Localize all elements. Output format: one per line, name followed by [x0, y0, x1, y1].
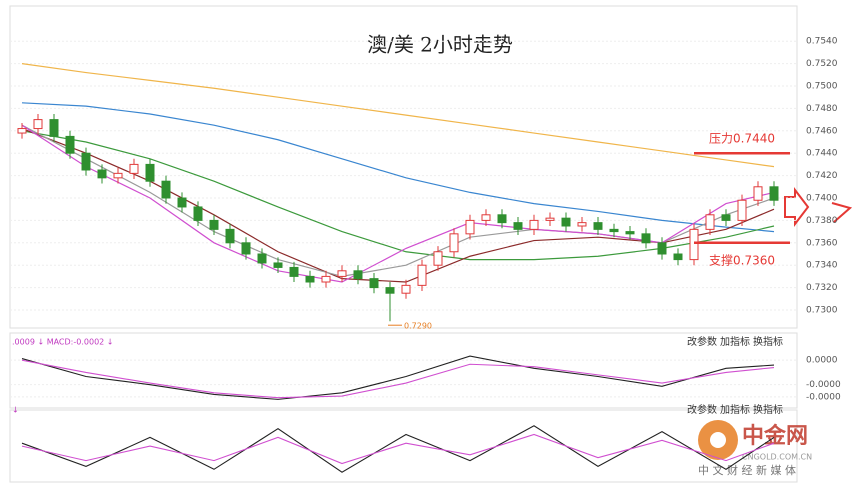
candle-body [625, 231, 635, 235]
candle-body [465, 219, 475, 235]
candle-body [209, 219, 219, 230]
candle-body [753, 186, 763, 201]
candle-body [145, 163, 155, 182]
candle-body [721, 214, 731, 221]
candle-body [273, 262, 283, 268]
candle-body [401, 284, 411, 294]
y-tick-label: 0.7300 [806, 306, 838, 316]
ma-line [21, 124, 775, 283]
candle-body [641, 233, 651, 244]
indicator-button[interactable]: 换指标 [753, 335, 783, 348]
y-tick-label: 0.7480 [806, 104, 838, 114]
low-label: 0.7290 [404, 322, 432, 331]
arrow-icon [784, 187, 810, 227]
ma-line [21, 128, 775, 283]
indicator-line [21, 355, 775, 400]
candle-body [257, 253, 267, 264]
candle-body [737, 199, 747, 221]
resistance-label: 压力0.7440 [709, 132, 775, 146]
y-tick-label: 0.7500 [806, 82, 838, 92]
candle-body [481, 214, 491, 221]
ma-line [21, 102, 775, 233]
candle-body [241, 242, 251, 255]
ma-line [21, 130, 775, 261]
candle-body [49, 119, 59, 137]
candle-body [305, 275, 315, 283]
y-tick-label: 0.7320 [806, 283, 838, 293]
indicator-button[interactable]: 改参数 [687, 403, 717, 416]
candle-body [353, 270, 363, 280]
candle-body [17, 128, 27, 134]
kdj-frame [9, 409, 798, 483]
y-tick-label: -0.0000 [806, 380, 841, 390]
candle-body [321, 275, 331, 283]
indicator-button[interactable]: 改参数 [687, 335, 717, 348]
indicator-button[interactable]: 换指标 [753, 403, 783, 416]
brand: 中金网 [742, 423, 808, 449]
support-label: 支撑0.7360 [709, 252, 775, 267]
y-tick-label: -0.0000 [806, 392, 841, 402]
candle-body [657, 242, 667, 255]
candle-body [673, 253, 683, 261]
watermark: 中金网 CNGOLD.COM.CN 中 文 财 经 新 媒 体 [698, 420, 812, 477]
candle-body [609, 228, 619, 233]
macd-frame [9, 332, 798, 409]
main-frame [9, 5, 798, 329]
candle-body [705, 214, 715, 230]
y-tick-label: 0.7380 [806, 216, 838, 226]
candle-body [497, 214, 507, 224]
y-tick-label: 0.7340 [806, 261, 838, 271]
indicator-button[interactable]: 加指标 [720, 403, 750, 416]
candle-body [65, 135, 75, 154]
indicator-line [21, 425, 775, 473]
candle-body [417, 264, 427, 286]
indicator-button[interactable]: 加指标 [720, 335, 750, 348]
candle-body [161, 180, 171, 199]
indicator-line [21, 359, 775, 399]
y-tick-label: 0.7400 [806, 194, 838, 204]
candle-body [513, 222, 523, 230]
chart-title: 澳/美 2小时走势 [367, 33, 513, 57]
logo [710, 432, 726, 448]
candle-body [129, 163, 139, 174]
arrow-icon [831, 202, 852, 223]
y-tick-label: 0.0000 [806, 356, 838, 366]
y-tick-label: 0.7360 [806, 238, 838, 248]
candle-body [433, 251, 443, 266]
candle-body [225, 228, 235, 244]
y-tick-label: 0.7540 [806, 37, 838, 47]
site: CNGOLD.COM.CN [742, 453, 812, 462]
indicator-label: .0009 ↓ MACD:-0.0002 ↓ [12, 338, 114, 347]
candle-body [369, 278, 379, 289]
candle-body [577, 222, 587, 227]
candle-body [545, 217, 555, 221]
candle-body [337, 270, 347, 277]
candle-body [769, 186, 779, 201]
candle-body [97, 169, 107, 179]
candle-body [593, 222, 603, 230]
candle-body [385, 287, 395, 294]
candle-body [113, 172, 123, 179]
candle-body [177, 197, 187, 208]
candle-body [33, 119, 43, 130]
candle-body [81, 152, 91, 171]
y-tick-label: 0.7460 [806, 126, 838, 136]
candle-body [529, 219, 539, 230]
y-tick-label: 0.7420 [806, 171, 838, 181]
ma-line [21, 63, 775, 168]
y-tick-label: 0.7440 [806, 149, 838, 159]
candle-body [449, 233, 459, 253]
y-tick-label: 0.7520 [806, 59, 838, 69]
slogan: 中 文 财 经 新 媒 体 [698, 463, 796, 477]
candle-body [289, 266, 299, 277]
candle-body [689, 228, 699, 261]
candle-body [193, 206, 203, 221]
indicator-label: ↓ [12, 406, 19, 415]
indicator-line [21, 433, 775, 465]
candle-body [561, 217, 571, 227]
